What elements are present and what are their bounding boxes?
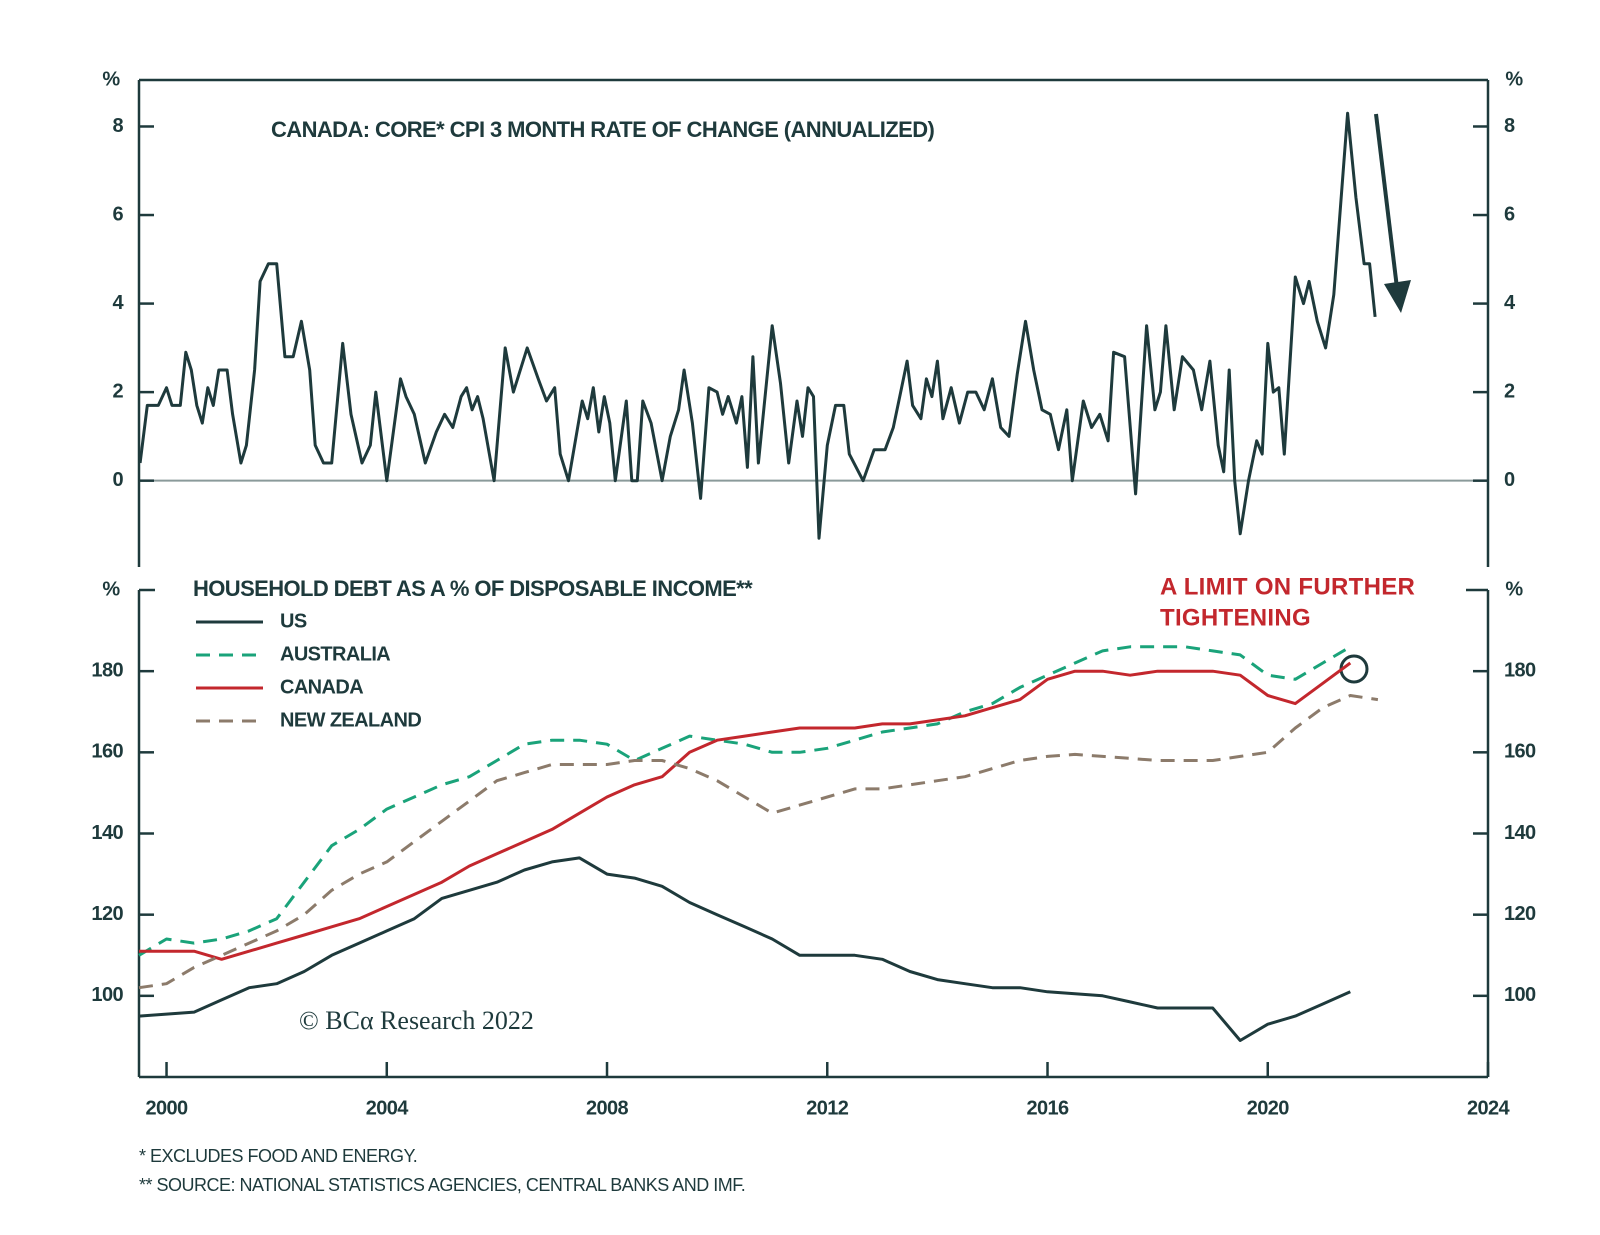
y2-tick-label: 100 (1504, 984, 1536, 1006)
y2-tick-label: 180 (1504, 659, 1536, 681)
series-line (138, 645, 1352, 957)
y-tick-label: 100 (91, 984, 123, 1006)
y2-tick-label: 2 (1504, 380, 1515, 402)
chart-title: HOUSEHOLD DEBT AS A % OF DISPOSABLE INCO… (193, 576, 753, 601)
legend-label: CANADA (280, 676, 363, 698)
x-tick-label: 2016 (1026, 1097, 1069, 1119)
y-axis-label: % (102, 578, 120, 600)
y2-axis-label: % (1505, 578, 1523, 600)
y-tick-label: 6 (112, 203, 123, 225)
y-tick-label: 4 (112, 292, 124, 314)
y-axis-label: % (102, 68, 120, 90)
y-tick-label: 0 (112, 469, 123, 491)
x-tick-label: 2012 (806, 1097, 849, 1119)
y-tick-label: 120 (91, 903, 123, 925)
source-note: © BCα Research 2022 (299, 1006, 534, 1035)
series-line (138, 694, 1379, 990)
x-tick-label: 2020 (1247, 1097, 1290, 1119)
arrow (1374, 113, 1399, 289)
y2-tick-label: 160 (1504, 741, 1536, 763)
y2-tick-label: 120 (1504, 903, 1536, 925)
y2-tick-label: 6 (1504, 203, 1515, 225)
series-line (139, 661, 1352, 961)
y-tick-label: 140 (91, 822, 123, 844)
x-tick-label: 2000 (145, 1097, 188, 1119)
legend-label: AUSTRALIA (280, 643, 390, 665)
y2-tick-label: 0 (1504, 469, 1515, 491)
annotation: A LIMIT ON FURTHER (1160, 573, 1415, 600)
y-tick-label: 160 (91, 741, 123, 763)
legend-label: US (280, 610, 307, 632)
y2-tick-label: 140 (1504, 822, 1536, 844)
y-tick-label: 8 (112, 115, 123, 137)
x-tick-label: 2004 (366, 1097, 410, 1119)
footnote: * EXCLUDES FOOD AND ENERGY. (139, 1146, 417, 1166)
x-tick-label: 2024 (1467, 1097, 1511, 1119)
highlight-circle (1339, 654, 1369, 684)
series-line (138, 856, 1351, 1042)
y2-tick-label: 8 (1504, 115, 1515, 137)
y-tick-label: 2 (112, 380, 123, 402)
annotation: TIGHTENING (1160, 604, 1311, 631)
arrow-head (1384, 280, 1411, 313)
series-line (138, 111, 1377, 540)
y2-axis-label: % (1505, 68, 1523, 90)
chart-title: CANADA: CORE* CPI 3 MONTH RATE OF CHANGE… (271, 117, 934, 142)
x-tick-label: 2008 (586, 1097, 629, 1119)
y-tick-label: 180 (91, 659, 123, 681)
y2-tick-label: 4 (1504, 292, 1516, 314)
footnote: ** SOURCE: NATIONAL STATISTICS AGENCIES,… (139, 1175, 745, 1195)
legend-label: NEW ZEALAND (280, 709, 421, 731)
